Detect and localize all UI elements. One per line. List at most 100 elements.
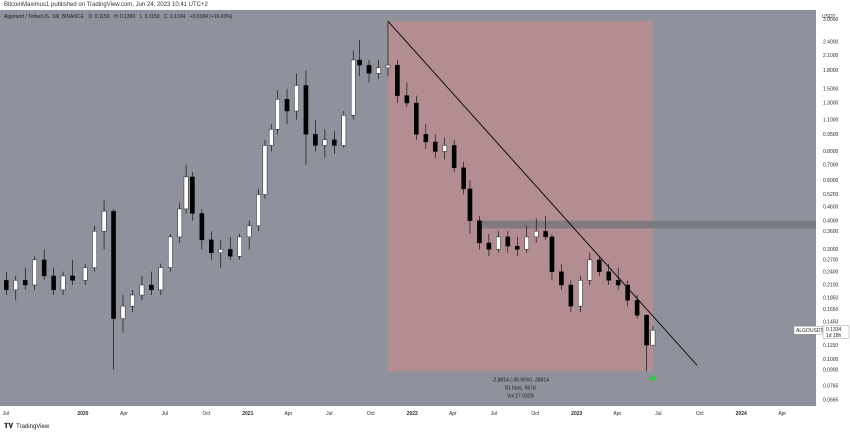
candle-body-35 <box>313 134 318 146</box>
candle-body-58 <box>524 236 530 250</box>
candle-body-70 <box>634 300 640 316</box>
measure-rectangle <box>387 21 653 372</box>
price-tick-2: 2.1000 <box>823 53 839 59</box>
time-tick-11: Jul <box>491 411 497 417</box>
candle-body-15 <box>139 284 145 296</box>
time-axis: Jul 2020 Apr Jul Oct 2021 Apr Jul Oct 2022 Apr Jul O… <box>3 411 787 417</box>
time-tick-3: Jul <box>162 411 168 417</box>
price-tick-0: 3.0000 <box>823 17 839 23</box>
last-price-marker: ALGOUSDT 0.1334 1d 18h <box>793 325 850 339</box>
candle-body-12 <box>111 210 116 319</box>
time-tick-8: Oct <box>367 411 375 417</box>
candle-body-55 <box>496 236 501 250</box>
candle-body-46 <box>414 102 419 135</box>
price-tick-7: 0.9500 <box>823 132 839 138</box>
candle-body-6 <box>51 275 56 291</box>
legend-open-value: 0.1150 <box>95 14 110 20</box>
candle-body-30 <box>268 128 274 146</box>
legend-change: +0.0184 (+16.00%) <box>190 14 233 20</box>
price-tick-3: 1.8000 <box>823 68 839 74</box>
candle-body-63 <box>568 284 574 307</box>
candle-body-23 <box>209 239 214 253</box>
candle-body-57 <box>514 245 520 250</box>
candle-body-24 <box>218 249 224 253</box>
candle-body-37 <box>332 139 337 146</box>
candle-body-45 <box>404 95 410 104</box>
time-axis-panel <box>0 406 850 422</box>
time-tick-14: Apr <box>613 411 621 417</box>
candle-body-66 <box>596 259 602 272</box>
candle-body-44 <box>395 64 400 96</box>
time-tick-18: Apr <box>778 411 786 417</box>
candle-body-27 <box>246 225 252 238</box>
candle-body-69 <box>625 284 630 301</box>
price-tick-8: 0.8000 <box>823 149 839 155</box>
legend-high-value: 0.1390 <box>120 14 136 20</box>
candle-body-34 <box>303 85 309 135</box>
candle-body-29 <box>262 145 268 195</box>
candle-body-71 <box>644 315 649 346</box>
candle-body-56 <box>505 236 511 247</box>
candle-body-50 <box>451 145 457 168</box>
candle-body-5 <box>41 259 47 277</box>
price-tick-14: 0.3600 <box>823 229 839 235</box>
price-tick-21: 0.1450 <box>823 320 839 326</box>
price-axis: 3.0000 2.4000 2.1000 1.8000 1.5000 1.3000 1.10… <box>823 17 839 403</box>
candle-body-21 <box>190 176 195 214</box>
price-axis-panel <box>816 10 850 406</box>
currency-label: USDT <box>822 14 836 20</box>
up-arrow-icon <box>648 374 657 381</box>
candle-body-62 <box>559 271 564 286</box>
time-tick-13: 2023 <box>571 411 582 417</box>
descending-trend-line <box>387 20 698 366</box>
time-tick-15: Jul <box>655 411 661 417</box>
price-tick-5: 1.3000 <box>823 101 839 107</box>
candle-body-61 <box>549 236 555 272</box>
candle-body-60 <box>543 230 548 238</box>
price-tick-23: 0.1150 <box>823 343 838 349</box>
last-price-value: 0.1334 <box>826 327 842 333</box>
legend-symbol: Algorand / TetherUS, 1W, BINANCE <box>4 14 85 20</box>
time-tick-16: Oct <box>696 411 704 417</box>
legend-low-value: 0.1150 <box>145 14 160 20</box>
candle-body-48 <box>432 141 438 152</box>
publisher-header: BitcoinMaximus1 published on TradingView… <box>4 2 208 8</box>
candle-body-4 <box>32 259 37 286</box>
resistance-band <box>477 220 816 229</box>
price-chart[interactable]: 3.0000 2.4000 2.1000 1.8000 1.5000 1.3000 1.10… <box>0 10 850 422</box>
time-tick-7: Jul <box>326 411 332 417</box>
legend-close-label: C <box>164 14 168 20</box>
candle-body-25 <box>227 249 233 257</box>
candle-body-28 <box>256 194 261 226</box>
candle-body-64 <box>578 280 583 307</box>
candle-body-7 <box>60 275 66 291</box>
price-tick-24: 0.1000 <box>823 357 839 363</box>
candle-body-32 <box>284 99 290 112</box>
candle-body-52 <box>467 188 473 221</box>
legend-high-label: H <box>114 14 118 20</box>
price-tick-10: 0.6000 <box>823 178 839 184</box>
legend-close-value: 0.1334 <box>170 14 186 20</box>
measure-bars-label: 81 bars, 567d <box>505 385 536 391</box>
candle-body-43 <box>385 64 391 68</box>
candle-body-9 <box>82 267 88 281</box>
candle-body-42 <box>376 67 381 74</box>
price-tick-17: 0.2400 <box>823 269 839 275</box>
candle-body-1 <box>4 280 9 291</box>
chart-legend: Algorand / TetherUS, 1W, BINANCE O 0.115… <box>4 14 233 20</box>
candle-body-19 <box>177 208 183 238</box>
candle-body-18 <box>168 236 173 268</box>
candle-body-38 <box>341 115 347 146</box>
candle-body-53 <box>477 220 482 244</box>
footer: 𝐓𝐕 TradingView <box>4 422 49 432</box>
tradingview-logo-icon: 𝐓𝐕 <box>4 423 14 430</box>
candle-body-54 <box>486 242 492 250</box>
time-tick-12: Oct <box>531 411 539 417</box>
candle-body-72 <box>650 330 656 346</box>
price-tick-19: 0.1850 <box>823 295 839 301</box>
candle-body-41 <box>366 64 372 74</box>
candle-body-13 <box>120 305 126 319</box>
candle-body-33 <box>294 85 299 112</box>
measure-change-label: -2.8814 (-96.95%) -28814 <box>492 377 549 383</box>
legend-open-label: O <box>88 14 92 20</box>
